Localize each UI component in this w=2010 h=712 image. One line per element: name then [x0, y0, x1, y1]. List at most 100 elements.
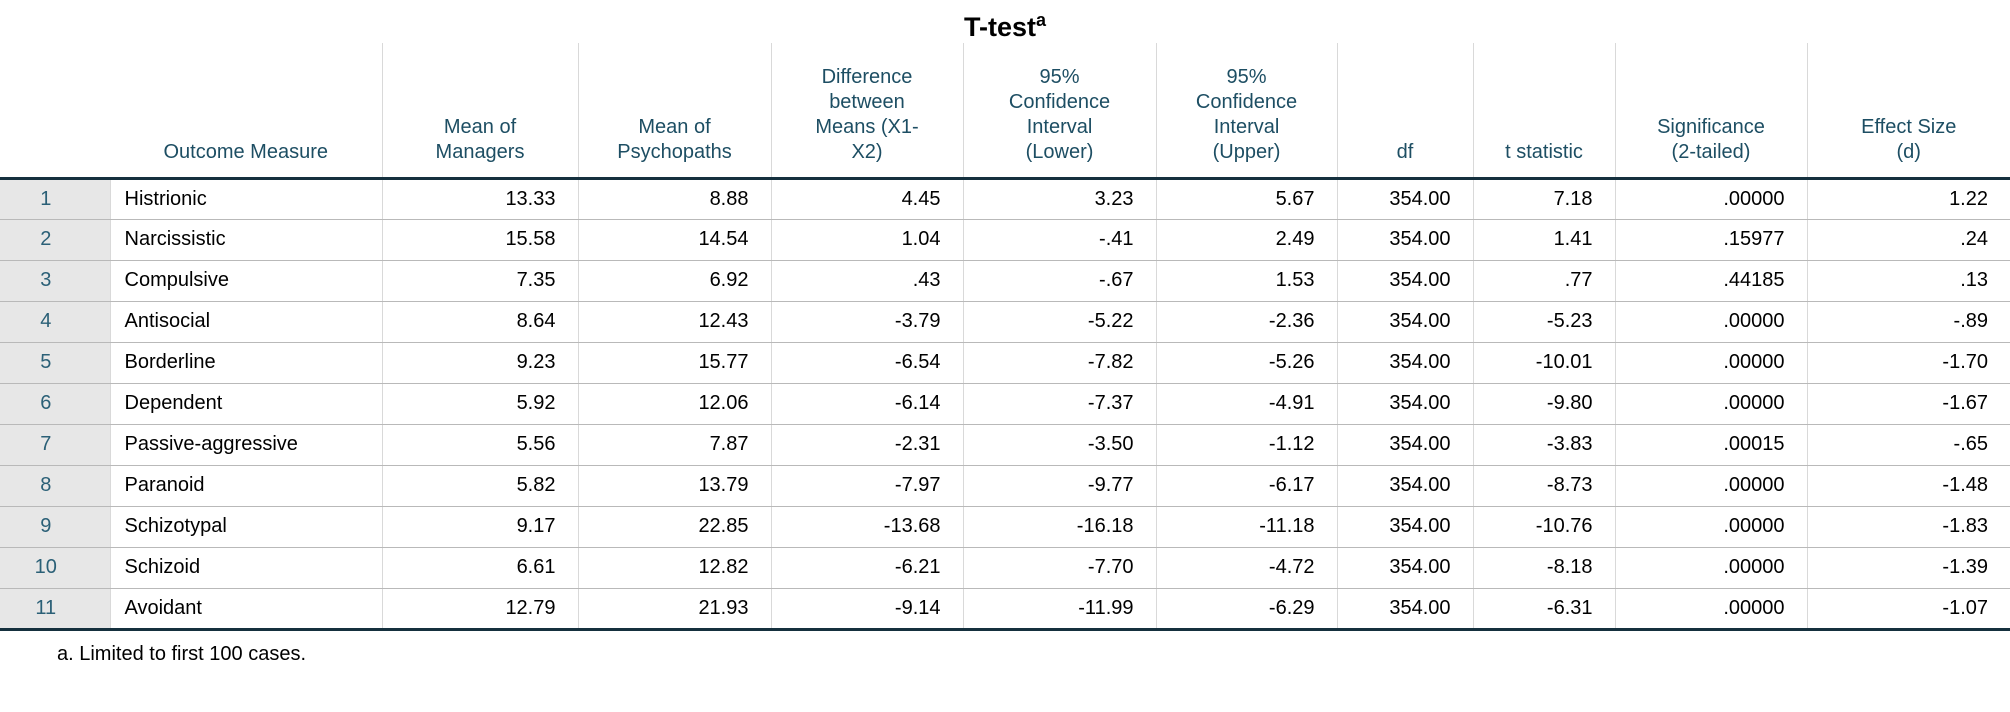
value-cell-df: 354.00	[1336, 301, 1473, 343]
value-cell-effect_size: 1.22	[1806, 178, 2010, 220]
table-row: 9 Schizotypal 9.17 22.85 -13.68 -16.18 -11.18 3…	[0, 506, 2010, 548]
value-cell-significance: .00000	[1614, 342, 1807, 384]
value-cell-ci95_lower: -9.77	[962, 465, 1156, 507]
table-title: T-testa	[0, 0, 2010, 43]
value-cell-ci95_upper: -6.17	[1155, 465, 1337, 507]
outcome-measure-cell: Paranoid	[109, 465, 382, 507]
value-cell-t_statistic: 7.18	[1472, 178, 1615, 220]
row-number-cell: 6	[0, 383, 110, 425]
row-number-cell: 10	[0, 547, 110, 589]
value-cell-mean_psychopaths: 12.82	[577, 547, 771, 589]
table-header: Outcome Measure Mean of Managers Mean of…	[0, 43, 2010, 180]
value-cell-mean_managers: 15.58	[381, 219, 578, 261]
row-number-cell: 2	[0, 219, 110, 261]
value-cell-ci95_lower: -7.82	[962, 342, 1156, 384]
value-cell-significance: .00000	[1614, 506, 1807, 548]
col-header-significance: Significance (2-tailed)	[1614, 43, 1807, 180]
value-cell-ci95_lower: -16.18	[962, 506, 1156, 548]
value-cell-ci95_upper: -6.29	[1155, 588, 1337, 631]
value-cell-effect_size: .24	[1806, 219, 2010, 261]
value-cell-mean_psychopaths: 15.77	[577, 342, 771, 384]
value-cell-t_statistic: -8.18	[1472, 547, 1615, 589]
value-cell-significance: .00000	[1614, 383, 1807, 425]
value-cell-df: 354.00	[1336, 219, 1473, 261]
value-cell-mean_managers: 13.33	[381, 178, 578, 220]
value-cell-ci95_lower: -7.37	[962, 383, 1156, 425]
value-cell-significance: .15977	[1614, 219, 1807, 261]
value-cell-t_statistic: -5.23	[1472, 301, 1615, 343]
value-cell-difference_between_means: 4.45	[770, 178, 963, 220]
value-cell-df: 354.00	[1336, 465, 1473, 507]
value-cell-df: 354.00	[1336, 506, 1473, 548]
value-cell-mean_psychopaths: 8.88	[577, 178, 771, 220]
value-cell-significance: .00000	[1614, 547, 1807, 589]
value-cell-df: 354.00	[1336, 424, 1473, 466]
value-cell-mean_managers: 7.35	[381, 260, 578, 302]
col-header-outcome-measure: Outcome Measure	[110, 43, 382, 180]
value-cell-difference_between_means: -9.14	[770, 588, 963, 631]
value-cell-significance: .00000	[1614, 588, 1807, 631]
value-cell-ci95_upper: -2.36	[1155, 301, 1337, 343]
value-cell-difference_between_means: -6.14	[770, 383, 963, 425]
value-cell-df: 354.00	[1336, 588, 1473, 631]
value-cell-ci95_lower: 3.23	[962, 178, 1156, 220]
value-cell-ci95_lower: -5.22	[962, 301, 1156, 343]
outcome-measure-cell: Histrionic	[109, 178, 382, 220]
table-row: 4 Antisocial 8.64 12.43 -3.79 -5.22 -2.36 354.0…	[0, 301, 2010, 343]
value-cell-difference_between_means: 1.04	[770, 219, 963, 261]
value-cell-ci95_lower: -11.99	[962, 588, 1156, 631]
ttest-results-table: Outcome Measure Mean of Managers Mean of…	[0, 43, 2010, 631]
header-row: Outcome Measure Mean of Managers Mean of…	[0, 43, 2010, 180]
value-cell-effect_size: -1.48	[1806, 465, 2010, 507]
value-cell-mean_psychopaths: 14.54	[577, 219, 771, 261]
outcome-measure-cell: Dependent	[109, 383, 382, 425]
table-body: 1 Histrionic 13.33 8.88 4.45 3.23 5.67 354.00 7.…	[0, 178, 2010, 631]
row-number-cell: 7	[0, 424, 110, 466]
value-cell-effect_size: -.65	[1806, 424, 2010, 466]
value-cell-mean_psychopaths: 22.85	[577, 506, 771, 548]
value-cell-ci95_lower: -7.70	[962, 547, 1156, 589]
value-cell-effect_size: -1.39	[1806, 547, 2010, 589]
row-number-cell: 9	[0, 506, 110, 548]
value-cell-effect_size: .13	[1806, 260, 2010, 302]
col-header-effect-size: Effect Size (d)	[1806, 43, 2010, 180]
col-header-t-statistic: t statistic	[1472, 43, 1615, 180]
col-header-mean-of-psychopaths: Mean of Psychopaths	[577, 43, 771, 180]
value-cell-t_statistic: -3.83	[1472, 424, 1615, 466]
row-number-cell: 8	[0, 465, 110, 507]
table-row: 3 Compulsive 7.35 6.92.43 -.67 1.53 354.00.77.…	[0, 260, 2010, 302]
value-cell-mean_psychopaths: 21.93	[577, 588, 771, 631]
col-header-ci-upper: 95% Confidence Interval (Upper)	[1155, 43, 1337, 180]
row-number-cell: 11	[0, 588, 110, 631]
table-row: 7 Passive-aggressive 5.56 7.87 -2.31 -3.50 -1.…	[0, 424, 2010, 466]
value-cell-df: 354.00	[1336, 547, 1473, 589]
row-number-cell: 3	[0, 260, 110, 302]
table-row: 10 Schizoid 6.61 12.82 -6.21 -7.70 -4.72 354.00…	[0, 547, 2010, 589]
row-number-cell: 1	[0, 178, 110, 220]
col-header-ci-lower: 95% Confidence Interval (Lower)	[962, 43, 1156, 180]
row-number-cell: 5	[0, 342, 110, 384]
value-cell-df: 354.00	[1336, 342, 1473, 384]
value-cell-mean_psychopaths: 12.43	[577, 301, 771, 343]
value-cell-ci95_lower: -.41	[962, 219, 1156, 261]
value-cell-t_statistic: -8.73	[1472, 465, 1615, 507]
value-cell-difference_between_means: -6.54	[770, 342, 963, 384]
table-row: 11 Avoidant 12.79 21.93 -9.14 -11.99 -6.29 354.…	[0, 588, 2010, 631]
value-cell-t_statistic: .77	[1472, 260, 1615, 302]
value-cell-effect_size: -1.67	[1806, 383, 2010, 425]
value-cell-significance: .00000	[1614, 465, 1807, 507]
table-title-footnote-marker: a	[1036, 10, 1047, 30]
value-cell-t_statistic: 1.41	[1472, 219, 1615, 261]
value-cell-ci95_upper: -1.12	[1155, 424, 1337, 466]
col-header-difference-between-means: Difference between Means (X1- X2)	[770, 43, 963, 180]
value-cell-ci95_upper: -5.26	[1155, 342, 1337, 384]
value-cell-difference_between_means: -6.21	[770, 547, 963, 589]
value-cell-mean_managers: 12.79	[381, 588, 578, 631]
outcome-measure-cell: Schizotypal	[109, 506, 382, 548]
value-cell-ci95_upper: 1.53	[1155, 260, 1337, 302]
value-cell-ci95_upper: -11.18	[1155, 506, 1337, 548]
value-cell-effect_size: -1.07	[1806, 588, 2010, 631]
value-cell-mean_managers: 9.17	[381, 506, 578, 548]
value-cell-mean_managers: 5.82	[381, 465, 578, 507]
